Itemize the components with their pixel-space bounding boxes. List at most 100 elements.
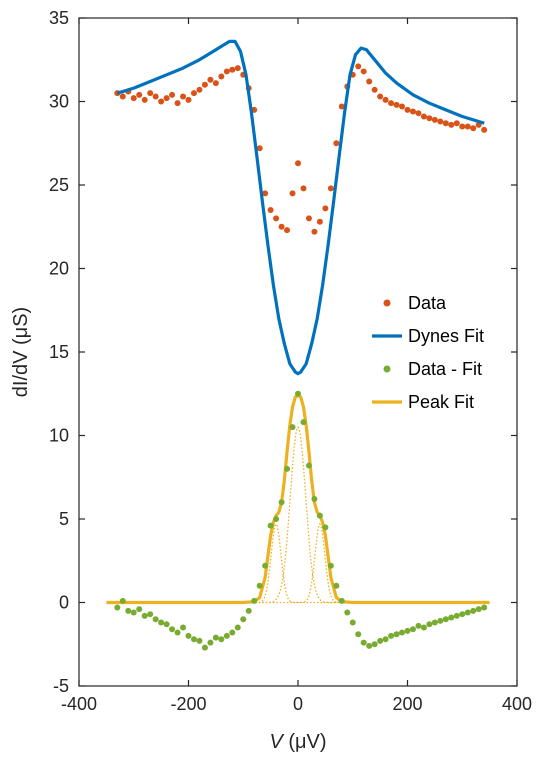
- data-point: [196, 86, 203, 93]
- data-minus-fit-point: [377, 637, 384, 644]
- data-minus-fit-point: [196, 637, 203, 644]
- data-minus-fit-point: [366, 642, 373, 649]
- data-minus-fit-point: [404, 627, 411, 634]
- x-axis-title: V (μV): [269, 731, 326, 753]
- axes-layer: -400 -200 0 200 400 -5 0 5 10 15 20 25 30 35: [49, 8, 532, 714]
- data-point: [300, 185, 307, 192]
- data-minus-fit-point: [393, 631, 400, 638]
- data-point: [169, 91, 176, 98]
- data-minus-fit-point: [158, 619, 165, 626]
- data-minus-fit-point: [415, 622, 422, 629]
- data-minus-fit-point: [130, 609, 137, 616]
- data-point: [229, 66, 236, 73]
- data-minus-fit-point: [201, 644, 208, 651]
- data-point: [338, 103, 345, 110]
- data-minus-fit-point: [322, 524, 329, 531]
- data-point: [190, 90, 197, 97]
- data-point: [448, 121, 455, 128]
- data-minus-fit-point: [475, 606, 482, 613]
- data-point: [382, 96, 389, 103]
- legend-label-peak-fit: Peak Fit: [408, 392, 474, 412]
- data-minus-fit-point: [262, 562, 269, 569]
- y-tick-label: 25: [49, 175, 69, 195]
- y-tick-label: 30: [49, 92, 69, 112]
- data-minus-fit-point: [251, 597, 258, 604]
- data-point: [470, 125, 477, 132]
- data-point: [136, 91, 143, 98]
- data-minus-fit-point: [267, 522, 274, 529]
- data-minus-fit-point: [426, 621, 433, 628]
- data-minus-fit-point: [453, 612, 460, 619]
- dynes-fit-line: [116, 39, 485, 376]
- data-point: [404, 106, 411, 113]
- y-tick-label: 0: [59, 593, 69, 613]
- data-minus-fit-point: [338, 597, 345, 604]
- data-point: [141, 96, 148, 103]
- data-minus-fit-point: [278, 499, 285, 506]
- data-point: [437, 118, 444, 125]
- x-tick-label: 200: [392, 694, 422, 714]
- y-tick-label: 15: [49, 342, 69, 362]
- data-minus-fit-point: [388, 632, 395, 639]
- data-minus-fit-point: [382, 636, 389, 643]
- data-minus-fit-point: [355, 631, 362, 638]
- legend-marker-data-minus-fit: [383, 365, 391, 373]
- data-minus-fit-point: [420, 624, 427, 631]
- data-minus-fit-point: [114, 604, 121, 611]
- data-minus-fit-point: [125, 607, 132, 614]
- data-point: [442, 120, 449, 127]
- data-point: [163, 95, 170, 102]
- data-point: [415, 110, 422, 117]
- data-minus-fit-point: [399, 629, 406, 636]
- data-minus-fit-point: [163, 621, 170, 628]
- data-point: [152, 93, 159, 100]
- data-point: [256, 145, 263, 152]
- x-tick-label: -400: [61, 694, 97, 714]
- data-point: [426, 115, 433, 122]
- data-minus-fit-point: [442, 616, 449, 623]
- peak-component-right: [237, 522, 359, 604]
- legend: Data Dynes Fit Data - Fit Peak Fit: [372, 293, 484, 412]
- y-axis-title: dI/dV (μS): [10, 307, 32, 397]
- legend-marker-data: [383, 299, 391, 307]
- data-point: [420, 113, 427, 120]
- data-minus-fit-point: [333, 582, 340, 589]
- x-axis-title-main: V: [269, 731, 284, 753]
- data-minus-fit-point: [437, 617, 444, 624]
- data-minus-fit-point: [327, 562, 334, 569]
- data-point: [295, 160, 301, 167]
- data-point: [273, 215, 280, 222]
- data-minus-fit-point: [152, 616, 159, 623]
- data-minus-fit-point: [174, 629, 181, 636]
- data-minus-fit-point: [448, 614, 455, 621]
- data-point: [393, 101, 400, 108]
- data-point: [212, 80, 219, 87]
- data-point: [284, 227, 291, 234]
- data-point: [333, 140, 340, 147]
- data-point: [377, 93, 384, 100]
- data-point: [360, 68, 367, 75]
- data-minus-fit-point: [218, 636, 225, 643]
- data-point: [262, 190, 269, 197]
- data-minus-fit-point: [190, 636, 197, 643]
- data-point: [180, 93, 187, 100]
- data-point: [327, 185, 334, 192]
- data-minus-fit-point: [273, 516, 280, 522]
- data-minus-fit-point: [289, 424, 296, 431]
- data-point: [311, 228, 318, 235]
- data-minus-fit-point: [284, 465, 291, 472]
- legend-label-data: Data: [408, 293, 447, 313]
- data-minus-fit-point: [240, 616, 247, 623]
- data-point: [459, 123, 466, 130]
- data-minus-fit-point: [305, 462, 312, 469]
- data-minus-fit-point: [371, 641, 378, 648]
- data-point: [366, 78, 373, 85]
- data-minus-fit-point: [316, 512, 323, 519]
- data-minus-fit-point: [256, 582, 263, 589]
- y-tick-label: 10: [49, 426, 69, 446]
- data-point: [207, 76, 214, 83]
- data-minus-fit-point: [349, 619, 356, 626]
- data-minus-fit-point: [207, 639, 214, 646]
- data-minus-fit-point: [223, 632, 230, 639]
